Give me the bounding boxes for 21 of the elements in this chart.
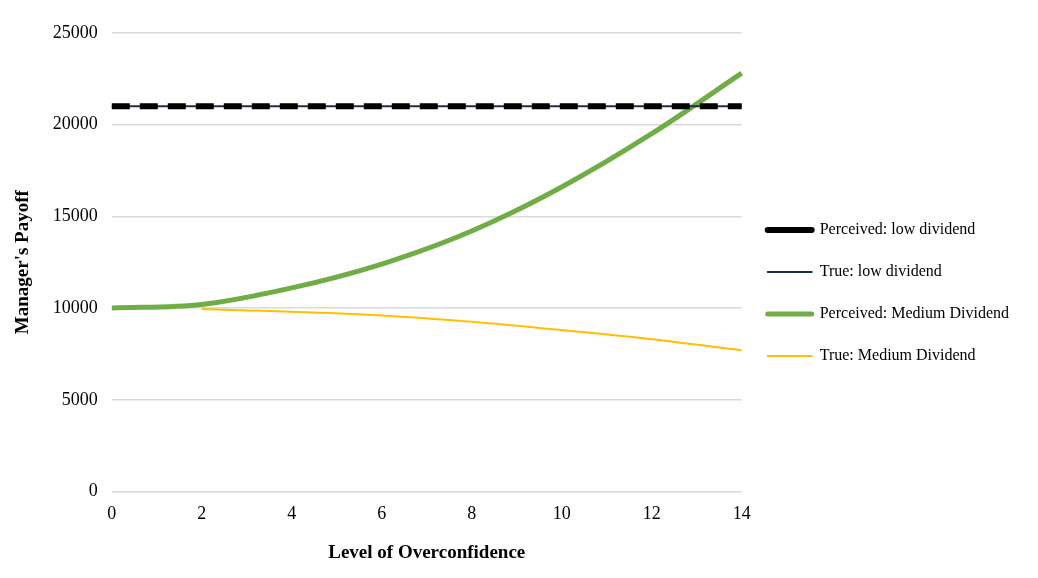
y-tick-label: 20000 <box>52 113 98 134</box>
x-tick-label: 6 <box>377 503 387 524</box>
legend-label: True: Medium Dividend <box>819 346 976 364</box>
legend-label: True: low dividend <box>819 262 942 280</box>
x-tick-label: 12 <box>642 503 661 524</box>
x-tick-label: 2 <box>197 503 207 524</box>
y-tick-label: 15000 <box>52 205 98 226</box>
legend-label: Perceived: low dividend <box>819 220 976 238</box>
x-tick-label: 0 <box>107 503 117 524</box>
line-series <box>200 308 743 352</box>
x-tick-label: 8 <box>467 503 477 524</box>
y-tick-label: 0 <box>88 480 98 501</box>
x-axis-title: Level of Overconfidence <box>328 540 526 562</box>
y-tick-label: 25000 <box>52 21 98 42</box>
y-axis-title: Manager's Payoff <box>11 189 33 335</box>
legend-label: Perceived: Medium Dividend <box>819 304 1010 322</box>
y-tick-label: 10000 <box>52 296 98 317</box>
x-tick-label: 14 <box>732 503 751 524</box>
y-tick-label: 5000 <box>61 388 98 409</box>
x-tick-label: 10 <box>552 503 571 524</box>
x-tick-label: 4 <box>287 503 297 524</box>
